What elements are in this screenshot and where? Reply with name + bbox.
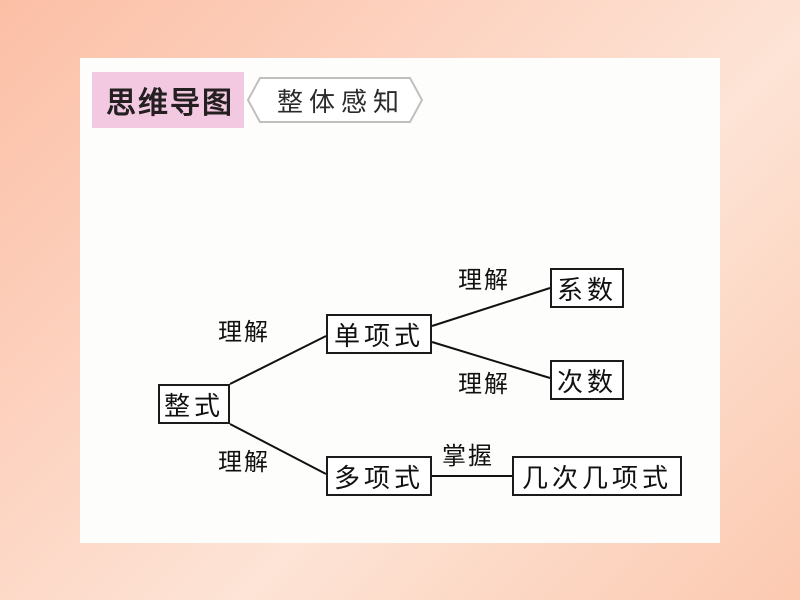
edge-label: 掌握 <box>442 436 494 471</box>
node-polydeg: 几次几项式 <box>512 456 682 496</box>
edge-label: 理解 <box>218 312 270 347</box>
node-mono: 单项式 <box>326 314 432 354</box>
node-coef: 系数 <box>550 268 624 308</box>
node-deg: 次数 <box>550 360 624 400</box>
edge-label: 理解 <box>458 260 510 295</box>
mind-map: 理解理解理解理解掌握整式单项式多项式系数次数几次几项式 <box>80 58 720 543</box>
edge-label: 理解 <box>218 442 270 477</box>
node-poly: 多项式 <box>326 456 432 496</box>
edge-label: 理解 <box>458 364 510 399</box>
node-root: 整式 <box>158 384 230 424</box>
content-panel: 思维导图 整体感知 理解理解理解理解掌握整式单项式多项式系数次数几次几项式 <box>80 58 720 543</box>
